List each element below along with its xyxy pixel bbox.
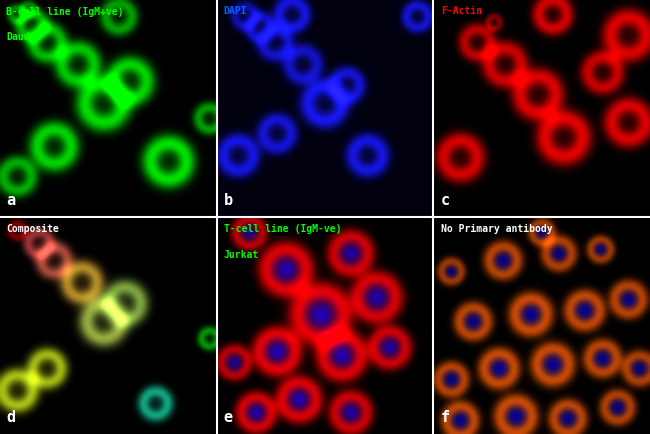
Text: Daudi: Daudi — [6, 33, 36, 43]
Text: b: b — [224, 193, 233, 207]
Text: c: c — [441, 193, 450, 207]
Text: T-cell line (IgM-ve): T-cell line (IgM-ve) — [224, 224, 341, 234]
Text: Jurkat: Jurkat — [224, 250, 259, 260]
Text: B-cell line (IgM+ve): B-cell line (IgM+ve) — [6, 7, 124, 16]
Text: Composite: Composite — [6, 224, 59, 234]
Text: a: a — [6, 193, 16, 207]
Text: F-Actin: F-Actin — [441, 7, 482, 16]
Text: f: f — [441, 411, 450, 425]
Text: e: e — [224, 411, 233, 425]
Text: DAPI: DAPI — [224, 7, 247, 16]
Text: d: d — [6, 411, 16, 425]
Text: No Primary antibody: No Primary antibody — [441, 224, 552, 234]
